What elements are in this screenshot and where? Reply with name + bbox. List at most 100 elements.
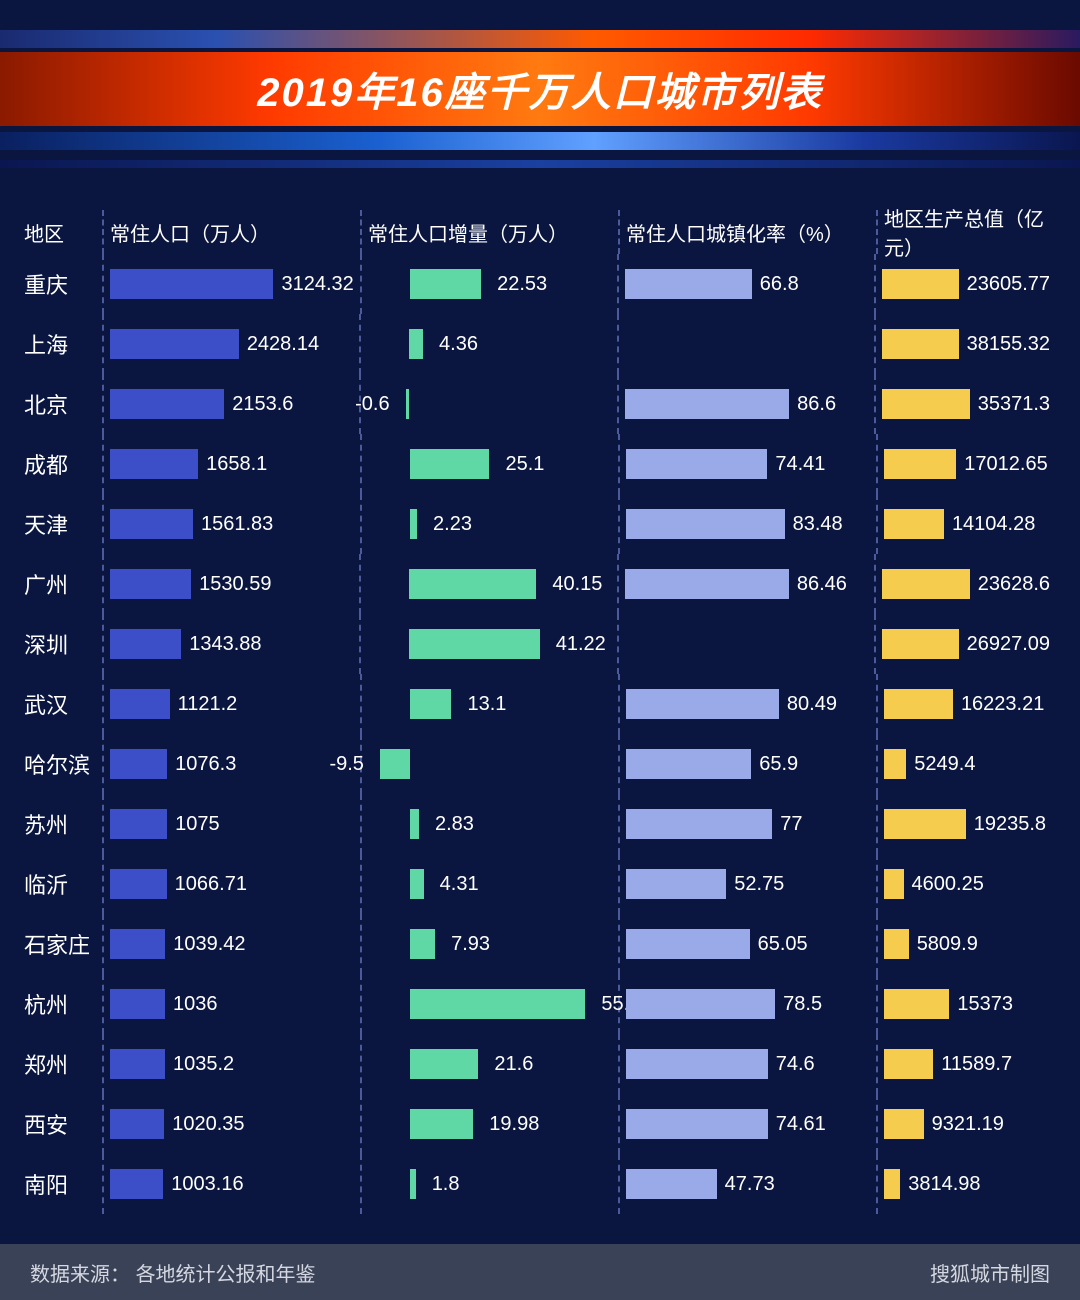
gdp-value: 23605.77	[967, 273, 1050, 296]
population-value: 1076.3	[175, 753, 236, 776]
growth-bar	[410, 1049, 478, 1079]
urbanization-bar	[626, 509, 785, 539]
population-value: 1561.83	[201, 513, 273, 536]
urbanization-bar	[626, 929, 750, 959]
gdp-value: 14104.28	[952, 513, 1035, 536]
growth-value: 1.8	[432, 1173, 460, 1196]
growth-bar	[409, 329, 423, 359]
region-label: 上海	[24, 328, 68, 360]
growth-bar	[410, 809, 419, 839]
growth-value: 13.1	[467, 693, 506, 716]
population-bar	[110, 809, 167, 839]
urbanization-bar	[625, 569, 789, 599]
growth-bar	[410, 509, 417, 539]
header-growth: 常住人口增量（万人）	[368, 218, 568, 247]
table-row: 苏州10752.837719235.8	[24, 794, 1056, 854]
population-value: 2428.14	[247, 333, 319, 356]
growth-bar	[410, 1169, 416, 1199]
growth-value: 2.83	[435, 813, 474, 836]
gdp-value: 19235.8	[974, 813, 1046, 836]
gdp-bar	[884, 929, 909, 959]
region-label: 苏州	[24, 808, 68, 840]
growth-bar	[410, 989, 585, 1019]
population-value: 1035.2	[173, 1053, 234, 1076]
table-header-row: 地区 常住人口（万人） 常住人口增量（万人） 常住人口城镇化率（%） 地区生产总…	[24, 210, 1056, 254]
header-gdp: 地区生产总值（亿元）	[884, 203, 1050, 261]
growth-bar	[410, 929, 435, 959]
gdp-bar	[884, 809, 966, 839]
gdp-bar	[884, 989, 949, 1019]
urbanization-value: 80.49	[787, 693, 837, 716]
urbanization-bar	[626, 1049, 768, 1079]
header-region: 地区	[24, 218, 64, 247]
growth-value: -9.5	[329, 753, 363, 776]
population-bar	[110, 1109, 164, 1139]
urbanization-value: 74.41	[775, 453, 825, 476]
population-bar	[110, 449, 198, 479]
growth-value: 4.31	[440, 873, 479, 896]
population-bar	[110, 869, 167, 899]
gdp-value: 35371.3	[978, 393, 1050, 416]
header-stripe	[0, 30, 1080, 48]
urbanization-value: 66.8	[760, 273, 799, 296]
gdp-value: 15373	[957, 993, 1013, 1016]
population-bar	[110, 1169, 163, 1199]
gdp-value: 17012.65	[964, 453, 1047, 476]
gdp-bar	[884, 449, 956, 479]
title-band: 2019年16座千万人口城市列表	[0, 52, 1080, 126]
population-value: 1066.71	[175, 873, 247, 896]
gdp-bar	[882, 569, 970, 599]
population-bar	[110, 1049, 165, 1079]
population-bar	[110, 569, 191, 599]
population-bar	[110, 749, 167, 779]
gdp-bar	[884, 749, 906, 779]
urbanization-bar	[625, 389, 790, 419]
urbanization-value: 78.5	[783, 993, 822, 1016]
gdp-value: 9321.19	[932, 1113, 1004, 1136]
growth-bar	[409, 629, 540, 659]
table-row: 天津1561.832.2383.4814104.28	[24, 494, 1056, 554]
table-row: 西安1020.3519.9874.619321.19	[24, 1094, 1056, 1154]
footer-credit: 搜狐城市制图	[930, 1258, 1050, 1287]
urbanization-bar	[626, 449, 767, 479]
population-value: 1003.16	[171, 1173, 243, 1196]
chart-title: 2019年16座千万人口城市列表	[257, 60, 822, 118]
growth-value: 40.15	[552, 573, 602, 596]
population-bar	[110, 269, 274, 299]
population-bar	[110, 929, 165, 959]
gdp-bar	[882, 269, 959, 299]
gdp-bar	[884, 1169, 900, 1199]
header-stripe	[0, 132, 1080, 150]
gdp-bar	[884, 689, 953, 719]
header-urbanization: 常住人口城镇化率（%）	[626, 218, 844, 247]
footer-source-label: 数据来源：	[30, 1264, 130, 1286]
population-bar	[110, 329, 239, 359]
footer-source-value: 各地统计公报和年鉴	[136, 1264, 316, 1286]
table-row: 重庆3124.3222.5366.823605.77	[24, 254, 1056, 314]
population-bar	[110, 989, 165, 1019]
region-label: 北京	[24, 388, 68, 420]
growth-bar	[410, 269, 481, 299]
population-value: 1036	[173, 993, 218, 1016]
gdp-value: 4600.25	[912, 873, 984, 896]
population-value: 1075	[175, 813, 220, 836]
urbanization-value: 86.6	[797, 393, 836, 416]
region-label: 石家庄	[24, 928, 90, 960]
urbanization-bar	[626, 989, 775, 1019]
gdp-bar	[884, 1109, 924, 1139]
gdp-bar	[882, 389, 970, 419]
region-label: 深圳	[24, 628, 68, 660]
table-row: 哈尔滨1076.3-9.565.95249.4	[24, 734, 1056, 794]
gdp-value: 5809.9	[917, 933, 978, 956]
growth-bar	[410, 869, 424, 899]
urbanization-bar	[626, 689, 779, 719]
growth-value: 41.22	[556, 633, 606, 656]
table-area: 地区 常住人口（万人） 常住人口增量（万人） 常住人口城镇化率（%） 地区生产总…	[0, 200, 1080, 1244]
growth-bar	[409, 569, 536, 599]
growth-bar	[410, 689, 451, 719]
region-label: 临沂	[24, 868, 68, 900]
table-body: 重庆3124.3222.5366.823605.77上海2428.144.363…	[24, 254, 1056, 1214]
gdp-bar	[882, 329, 959, 359]
growth-bar	[410, 449, 489, 479]
table-row: 临沂1066.714.3152.754600.25	[24, 854, 1056, 914]
